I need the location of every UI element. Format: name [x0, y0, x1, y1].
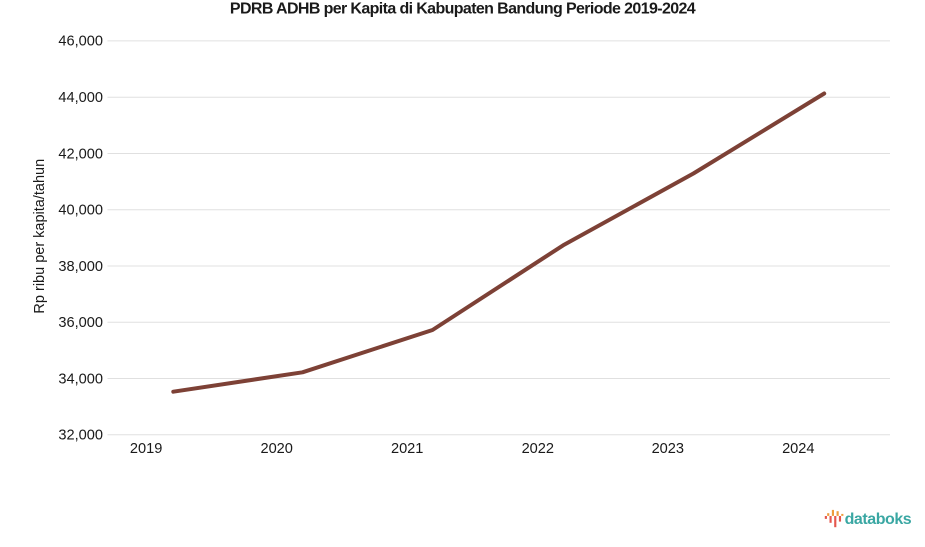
svg-text:2022: 2022 — [522, 441, 554, 457]
svg-text:databoks: databoks — [845, 511, 912, 528]
svg-text:38,000: 38,000 — [58, 259, 103, 275]
svg-text:Rp ribu per kapita/tahun: Rp ribu per kapita/tahun — [32, 159, 48, 314]
svg-text:2023: 2023 — [652, 441, 684, 457]
svg-text:2019: 2019 — [130, 441, 162, 457]
svg-text:PDRB ADHB per Kapita di Kabupa: PDRB ADHB per Kapita di Kabupaten Bandun… — [230, 1, 696, 18]
svg-text:32,000: 32,000 — [58, 428, 103, 444]
svg-text:2021: 2021 — [391, 441, 423, 457]
svg-text:40,000: 40,000 — [58, 203, 103, 219]
svg-text:46,000: 46,000 — [58, 34, 103, 50]
svg-text:42,000: 42,000 — [58, 146, 103, 162]
svg-text:2020: 2020 — [260, 441, 292, 457]
svg-text:44,000: 44,000 — [58, 90, 103, 106]
svg-text:2024: 2024 — [782, 441, 814, 457]
svg-text:34,000: 34,000 — [58, 371, 103, 387]
svg-text:36,000: 36,000 — [58, 315, 103, 331]
